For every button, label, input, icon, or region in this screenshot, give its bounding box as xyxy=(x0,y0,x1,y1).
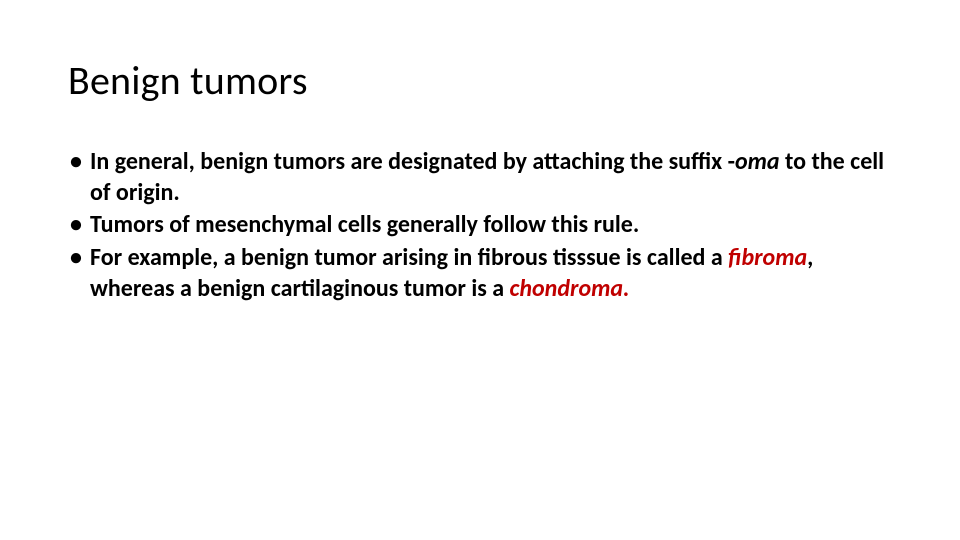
bullet-list: In general, benign tumors are designated… xyxy=(68,147,892,305)
bullet-item: For example, a benign tumor arising in f… xyxy=(68,243,892,304)
bullet-item: In general, benign tumors are designated… xyxy=(68,147,892,208)
text-run-italic-red: fibroma xyxy=(728,243,807,272)
bullet-item: Tumors of mesenchymal cells generally fo… xyxy=(68,210,892,241)
text-run: In general, benign tumors are designated… xyxy=(90,147,735,176)
slide-title: Benign tumors xyxy=(68,56,892,105)
text-run-italic-red: chondroma. xyxy=(509,274,629,303)
text-run: For example, a benign tumor arising in f… xyxy=(90,243,728,272)
slide: Benign tumors In general, benign tumors … xyxy=(0,0,960,540)
text-run-italic: oma xyxy=(735,147,780,176)
text-run: Tumors of mesenchymal cells generally fo… xyxy=(90,210,639,239)
